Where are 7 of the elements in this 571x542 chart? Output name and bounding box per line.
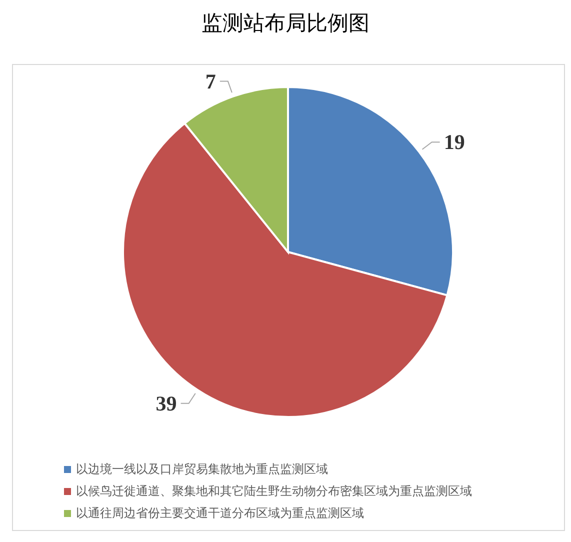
legend-label: 以候鸟迁徙通道、聚集地和其它陆生野生动物分布密集区域为重点监测区域 (76, 484, 472, 498)
data-label: 19 (444, 130, 465, 154)
legend-label: 以通往周边省份主要交通干道分布区域为重点监测区域 (76, 506, 364, 520)
data-label: 7 (205, 69, 216, 94)
data-label: 39 (156, 391, 177, 416)
chart-title: 监测站布局比例图 (202, 11, 370, 35)
legend-label: 以边境一线以及口岸贸易集散地为重点监测区域 (76, 462, 328, 476)
